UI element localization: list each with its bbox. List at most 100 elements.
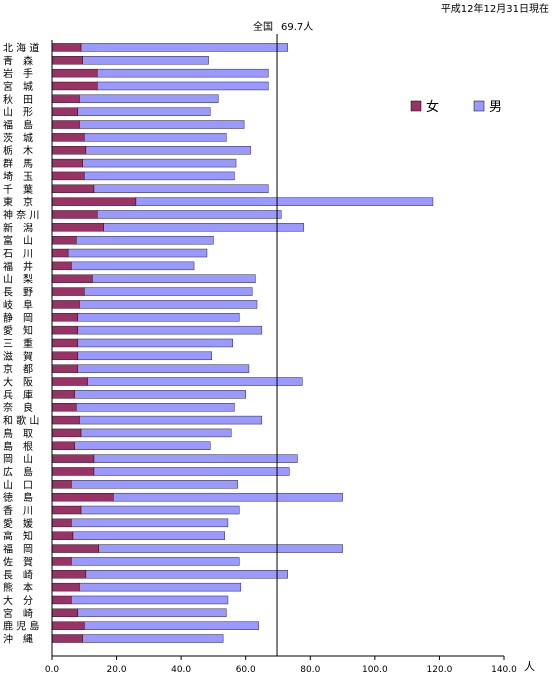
bar-male: [74, 441, 211, 450]
bar-female: [51, 171, 85, 181]
national-label: 全国: [253, 20, 273, 33]
bar-female: [51, 582, 80, 592]
bar-female: [51, 428, 82, 438]
category-label: 長 崎: [3, 568, 33, 581]
category-label: 和 歌 山: [3, 414, 39, 427]
bars-group: [51, 43, 434, 643]
bar-female: [51, 43, 82, 52]
national-value-label: 69.7人: [281, 21, 313, 33]
category-label: 栃 木: [3, 144, 33, 157]
bar-male: [76, 235, 214, 245]
bar-female: [51, 467, 95, 476]
bar-female: [51, 608, 79, 618]
bar-female: [51, 300, 80, 309]
category-label: 奈 良: [3, 401, 33, 414]
category-label: 鳥 取: [3, 427, 33, 440]
bar-male: [76, 403, 235, 412]
category-label: 神 奈 川: [3, 208, 39, 221]
bar-female: [51, 133, 85, 142]
legend-swatch-male: [473, 100, 485, 112]
bar-female: [51, 235, 77, 245]
bar-male: [93, 454, 298, 463]
category-label: 岡 山: [3, 454, 33, 466]
bar-male: [72, 531, 225, 540]
bar-female: [51, 518, 72, 528]
unit-label: 人: [524, 660, 535, 673]
category-label: 島 根: [3, 440, 33, 453]
category-label: 長 野: [3, 287, 33, 299]
category-label: 富 山: [3, 234, 33, 247]
bar-female: [51, 197, 137, 206]
bar-male: [79, 300, 258, 309]
category-label: 東 京: [3, 196, 33, 209]
x-tick-label: 100.0: [362, 665, 388, 675]
bar-male: [74, 390, 246, 399]
bar-male: [135, 197, 434, 206]
bar-male: [93, 184, 269, 193]
bar-male: [71, 518, 229, 528]
bar-male: [79, 94, 219, 104]
bar-male: [77, 338, 234, 348]
bar-female: [51, 390, 75, 399]
legend-label-male: 男: [489, 100, 502, 115]
bar-male: [77, 364, 250, 373]
x-tick-label: 0.0: [45, 665, 60, 675]
bar-female: [51, 492, 114, 502]
category-label: 山 梨: [3, 273, 33, 286]
bar-female: [51, 325, 79, 335]
bar-female: [51, 531, 74, 540]
x-tick-label: 60.0: [236, 665, 256, 675]
category-label: 新 潟: [3, 221, 33, 234]
bar-female: [51, 595, 72, 605]
category-label: 山 形: [3, 107, 33, 119]
bar-female: [51, 415, 80, 425]
bar-male: [71, 557, 240, 566]
bar-female: [51, 94, 80, 104]
bar-female: [51, 274, 93, 283]
bar-male: [98, 544, 343, 553]
bar-male: [84, 287, 253, 296]
bar-female: [51, 351, 79, 361]
bar-male: [79, 120, 245, 129]
bar-female: [51, 441, 75, 450]
bar-male: [84, 133, 227, 142]
bar-female: [51, 248, 69, 258]
category-label: 熊 本: [3, 581, 33, 594]
bar-male: [96, 210, 282, 219]
bar-male: [84, 621, 259, 630]
bar-female: [51, 634, 83, 643]
category-label: 香 川: [3, 505, 33, 517]
bar-male: [85, 570, 288, 579]
bar-male: [79, 415, 263, 425]
bar-male: [79, 582, 242, 592]
bar-female: [51, 364, 79, 373]
bar-female: [51, 505, 82, 515]
category-label: 宮 城: [3, 80, 33, 93]
bar-female: [51, 184, 95, 193]
bar-male: [71, 480, 238, 489]
category-label: 石 川: [3, 249, 33, 260]
national-average-label: 全国 69.7人: [253, 20, 313, 33]
bar-female: [51, 377, 88, 386]
bar-female: [51, 56, 83, 65]
category-label: 京 都: [3, 363, 33, 376]
category-label: 茨 城: [3, 131, 33, 144]
bar-male: [80, 43, 288, 52]
legend-label-female: 女: [426, 99, 439, 115]
bar-female: [51, 287, 85, 296]
category-label: 千 葉: [3, 183, 33, 196]
bar-female: [51, 261, 72, 271]
bar-male: [77, 313, 240, 322]
category-label: 岐 阜: [3, 298, 33, 311]
bar-female: [51, 570, 87, 579]
category-label: 山 口: [3, 479, 33, 491]
legend-swatch-female: [410, 100, 422, 112]
category-label: 秋 田: [3, 93, 33, 106]
category-label: 佐 賀: [3, 556, 33, 568]
bar-male: [77, 351, 213, 361]
bar-male: [77, 107, 211, 116]
bar-male: [85, 146, 251, 155]
bar-male: [67, 248, 208, 258]
